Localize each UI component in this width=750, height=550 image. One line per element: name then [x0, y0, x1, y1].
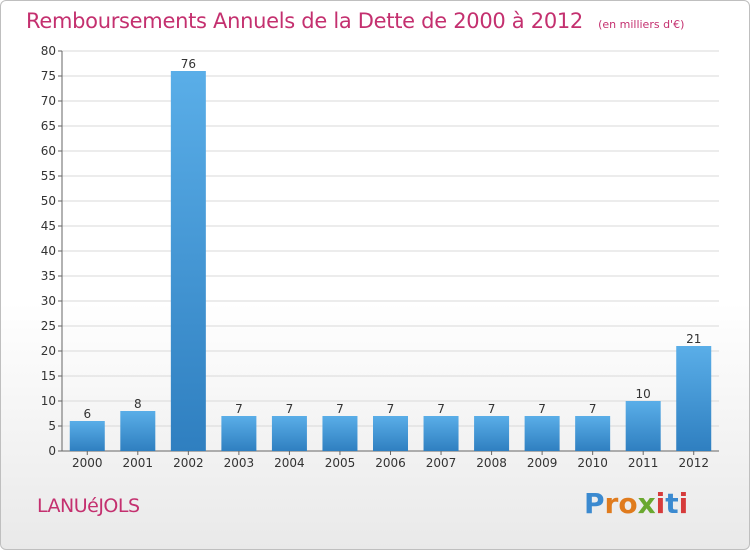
- y-tick-label: 0: [48, 444, 56, 458]
- commune-name: LANUéJOLS: [37, 495, 140, 517]
- x-tick-label: 2000: [72, 456, 103, 470]
- bar: [373, 416, 408, 451]
- chart-title-row: Remboursements Annuels de la Dette de 20…: [26, 9, 684, 33]
- bar: [221, 416, 257, 451]
- chart-subtitle: (en milliers d'€): [598, 18, 685, 31]
- bar: [676, 346, 712, 451]
- x-tick-label: 2008: [476, 456, 507, 470]
- chart-title: Remboursements Annuels de la Dette de 20…: [26, 9, 583, 33]
- y-tick-label: 45: [41, 219, 56, 233]
- y-tick-label: 80: [41, 44, 56, 58]
- y-tick-label: 30: [41, 294, 56, 308]
- bar: [271, 416, 307, 451]
- data-label: 6: [83, 407, 91, 421]
- data-label: 7: [235, 402, 243, 416]
- y-tick-label: 10: [41, 394, 56, 408]
- y-tick-label: 65: [41, 119, 56, 133]
- data-label: 7: [538, 402, 546, 416]
- y-tick-label: 60: [41, 144, 56, 158]
- x-tick-label: 2003: [224, 456, 255, 470]
- y-tick-label: 25: [41, 319, 56, 333]
- bar: [575, 416, 611, 451]
- data-label: 7: [488, 402, 496, 416]
- x-tick-label: 2010: [577, 456, 608, 470]
- data-label: 7: [336, 402, 344, 416]
- y-tick-label: 70: [41, 94, 56, 108]
- proxiti-logo: Proxiti: [584, 487, 689, 520]
- data-label: 7: [387, 402, 395, 416]
- bar: [322, 416, 358, 451]
- data-label: 76: [181, 57, 196, 71]
- x-tick-label: 2011: [628, 456, 659, 470]
- bar: [170, 71, 206, 451]
- y-tick-label: 40: [41, 244, 56, 258]
- x-tick-label: 2004: [274, 456, 305, 470]
- bar: [625, 401, 661, 451]
- x-tick-label: 2002: [173, 456, 204, 470]
- x-tick-label: 2009: [527, 456, 558, 470]
- bar: [120, 411, 156, 451]
- data-label: 7: [286, 402, 294, 416]
- data-label: 7: [589, 402, 597, 416]
- x-tick-label: 2001: [123, 456, 154, 470]
- data-label: 7: [437, 402, 445, 416]
- y-tick-label: 55: [41, 169, 56, 183]
- y-tick-label: 20: [41, 344, 56, 358]
- y-tick-label: 15: [41, 369, 56, 383]
- y-tick-label: 5: [48, 419, 56, 433]
- y-tick-label: 35: [41, 269, 56, 283]
- bar: [474, 416, 510, 451]
- x-tick-label: 2005: [325, 456, 356, 470]
- data-label: 21: [686, 332, 701, 346]
- bar: [524, 416, 560, 451]
- x-tick-label: 2007: [426, 456, 457, 470]
- x-tick-label: 2012: [678, 456, 709, 470]
- bar: [423, 416, 459, 451]
- y-tick-label: 50: [41, 194, 56, 208]
- x-tick-label: 2006: [375, 456, 406, 470]
- bar: [69, 421, 105, 451]
- data-label: 10: [636, 387, 651, 401]
- data-label: 8: [134, 397, 142, 411]
- y-tick-label: 75: [41, 69, 56, 83]
